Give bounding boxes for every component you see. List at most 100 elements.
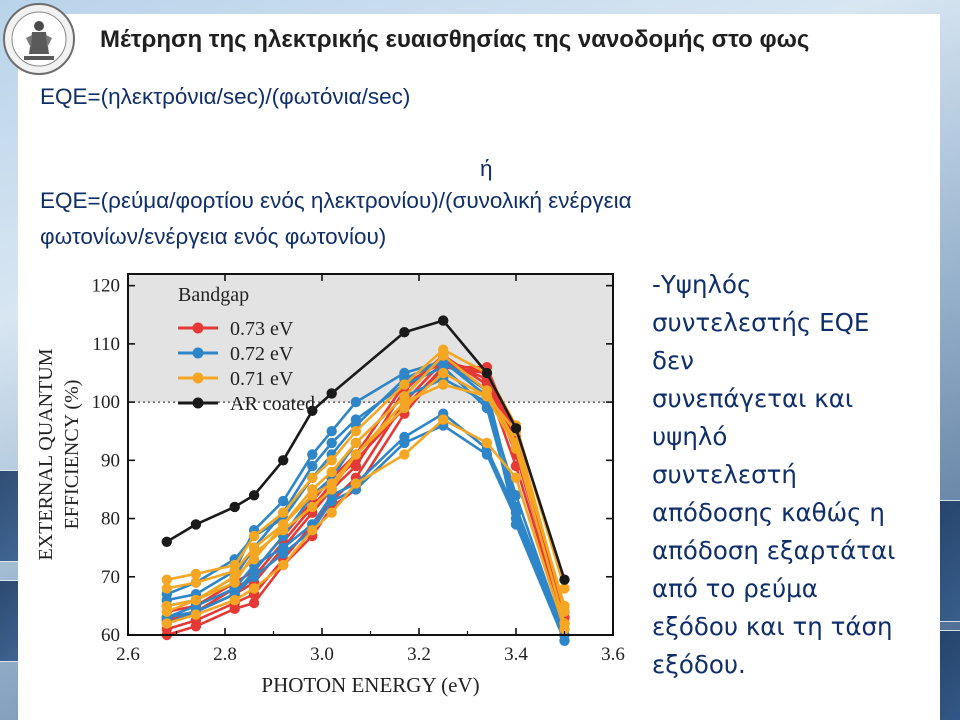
data-point — [438, 414, 449, 425]
legend-title: Bandgap — [178, 284, 249, 306]
side-note-line: από το ρεύμα — [652, 574, 818, 603]
series-line — [166, 383, 566, 613]
y-tick-label: 120 — [92, 276, 121, 297]
legend-label: 0.73 eV — [230, 318, 294, 340]
data-point — [559, 574, 570, 585]
eqe-chart: 2.6 2.8 3.0 3.2 3.4 3.6 60 70 80 90 100 110 120 PHOTO… — [18, 262, 638, 708]
x-tick-label: 3.4 — [504, 644, 528, 665]
data-point — [248, 597, 260, 609]
y-axis-label: EFFICIENCY (%) — [61, 380, 83, 530]
data-point — [326, 478, 337, 489]
side-note-line: συντελεστή — [652, 460, 797, 489]
legend-label: 0.71 eV — [230, 368, 294, 390]
y-tick-label: 80 — [101, 509, 120, 530]
data-point — [559, 606, 570, 617]
data-point — [248, 583, 260, 594]
data-point — [307, 449, 318, 460]
side-note-line: δεν — [652, 346, 694, 375]
data-point — [438, 367, 449, 379]
side-note-line: εξόδου και τη τάση — [652, 612, 893, 641]
side-note: -Υψηλός συντελεστής EQE δεν συνεπάγεται … — [652, 266, 942, 684]
data-point — [350, 449, 362, 460]
y-tick-label: 110 — [92, 334, 120, 355]
data-point — [510, 472, 522, 483]
data-point — [278, 495, 289, 507]
data-point — [399, 379, 410, 390]
legend-swatch-marker — [192, 347, 204, 359]
y-tick-label: 70 — [101, 567, 120, 588]
data-point — [559, 583, 570, 594]
data-point — [326, 507, 337, 518]
data-point — [248, 530, 260, 542]
university-seal-icon — [2, 2, 76, 76]
data-point — [190, 577, 202, 588]
data-point — [161, 536, 172, 547]
data-point — [278, 519, 289, 530]
y-tick-label: 90 — [101, 450, 120, 471]
eqe-chart-svg: 2.6 2.8 3.0 3.2 3.4 3.6 60 70 80 90 100 110 120 PHOTO… — [35, 273, 625, 697]
x-tick-label: 2.8 — [213, 644, 237, 665]
eqe-definition-photons: EQE=(ηλεκτρόνια/sec)/(φωτόνια/sec) — [40, 84, 411, 109]
data-point — [161, 583, 172, 594]
data-point — [190, 609, 202, 620]
eqe-definition-current-line2: φωτονίων/ενέργεια ενός φωτονίου) — [40, 224, 387, 249]
legend-swatch-marker — [192, 322, 204, 334]
y-axis-label: EXTERNAL QUANTUM — [35, 348, 57, 560]
data-point — [307, 525, 318, 536]
data-point — [307, 490, 318, 501]
data-point — [350, 396, 362, 408]
y-tick-label: 100 — [92, 392, 121, 413]
side-note-line: -Υψηλός — [652, 270, 752, 299]
data-point — [229, 571, 240, 582]
data-point — [326, 437, 337, 449]
or-label: ή — [480, 156, 493, 181]
legend-label: 0.72 eV — [230, 343, 294, 365]
data-point — [510, 423, 522, 434]
x-axis-label: PHOTON ENERGY (eV) — [261, 673, 479, 697]
data-point — [190, 568, 202, 580]
legend-swatch-marker — [192, 397, 204, 409]
side-note-line: εξόδου. — [652, 650, 746, 679]
data-point — [510, 507, 522, 518]
x-tick-label: 3.0 — [310, 644, 334, 665]
side-note-line: συντελεστής EQE — [652, 308, 870, 337]
legend-swatch-marker — [192, 372, 204, 384]
data-point — [510, 443, 522, 454]
data-point — [350, 437, 362, 449]
data-point — [326, 388, 337, 399]
data-point — [399, 327, 410, 338]
data-point — [326, 426, 337, 437]
data-point — [350, 478, 362, 489]
data-point — [190, 519, 202, 530]
data-point — [438, 379, 449, 390]
x-tick-label: 3.6 — [601, 644, 625, 665]
y-tick-label: 60 — [101, 625, 120, 646]
data-point — [161, 618, 172, 629]
x-tick-label: 2.6 — [116, 644, 140, 665]
data-point — [399, 396, 410, 408]
data-point — [399, 449, 410, 460]
data-point — [399, 431, 410, 443]
data-point — [229, 501, 240, 513]
data-point — [278, 559, 289, 571]
shaded-region — [128, 274, 613, 403]
data-point — [278, 542, 289, 553]
data-point — [248, 554, 260, 565]
legend-label: AR coated — [230, 393, 315, 415]
data-point — [307, 460, 318, 472]
series-line — [166, 319, 566, 581]
data-point — [326, 466, 337, 478]
data-point — [350, 426, 362, 437]
side-note-line: απόδοση εξαρτάται — [652, 536, 896, 565]
data-point — [559, 624, 570, 635]
slide-title: Μέτρηση της ηλεκτρικής ευαισθησίας της ν… — [100, 26, 810, 53]
data-point — [248, 571, 260, 582]
data-point — [438, 315, 449, 326]
data-point — [229, 594, 240, 606]
eqe-definition-current-line1: EQE=(ρεύμα/φορτίου ενός ηλεκτρονίου)/(συ… — [40, 188, 632, 213]
side-note-line: συνεπάγεται και — [652, 384, 854, 413]
data-point — [278, 507, 289, 518]
data-point — [307, 405, 318, 416]
side-note-line: υψηλό — [652, 422, 728, 451]
data-point — [481, 437, 493, 449]
